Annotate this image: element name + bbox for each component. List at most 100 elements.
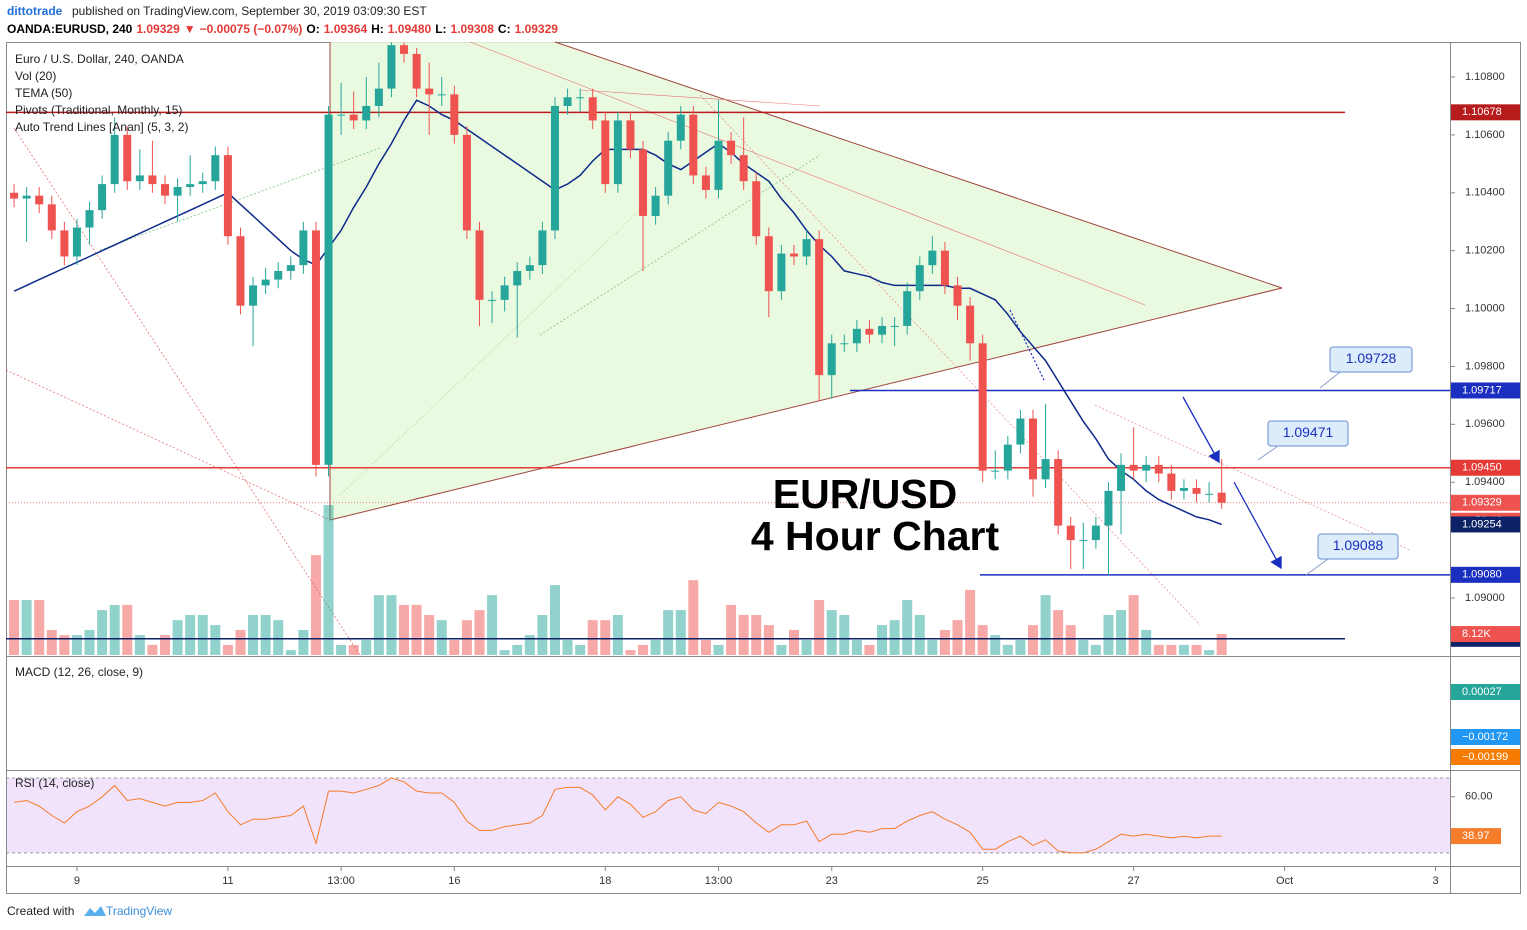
callout-label: 1.09088 <box>1333 537 1384 553</box>
level-tag-label: 1.09080 <box>1462 569 1502 581</box>
candle-body <box>689 114 698 176</box>
candle-body <box>123 134 132 182</box>
macd-title: MACD (12, 26, close, 9) <box>15 665 143 679</box>
trend-line <box>539 154 821 336</box>
level-tag <box>1451 459 1520 476</box>
candle-body <box>852 328 861 344</box>
rsi-tag-label: 38.97 <box>1462 830 1490 842</box>
volume-tag-label: 8.12K <box>1462 628 1491 640</box>
candle-body <box>299 230 308 266</box>
candle-body <box>802 239 811 257</box>
volume-bar <box>461 620 472 655</box>
candle-body <box>513 270 522 286</box>
symbol-part: O: <box>306 22 319 36</box>
candle-body <box>412 53 421 89</box>
candle-body <box>475 230 484 300</box>
candle-body <box>1129 464 1138 471</box>
candle-body <box>249 285 258 306</box>
level-tag <box>1451 104 1520 121</box>
candle-body <box>752 181 761 237</box>
volume-bar <box>310 555 321 655</box>
callout-pointer <box>1305 558 1329 576</box>
volume-bar <box>9 600 20 655</box>
level-tag <box>1451 382 1520 399</box>
candle-body <box>563 97 572 106</box>
x-tick-label: 9 <box>74 875 80 887</box>
candle-body <box>286 265 295 271</box>
candle-body <box>1179 488 1188 491</box>
volume-bar <box>537 615 548 655</box>
candle-body <box>664 140 673 196</box>
candle-body <box>186 184 195 188</box>
level-tag-label: 1.09450 <box>1462 462 1502 474</box>
volume-bar <box>700 640 711 655</box>
trend-line <box>579 89 821 107</box>
trend-line <box>13 127 361 656</box>
candle-body <box>840 343 849 345</box>
candle-body <box>739 155 748 182</box>
candle-body <box>727 140 736 156</box>
triangle-edge <box>329 287 1283 521</box>
x-tick-label: 16 <box>448 875 460 887</box>
published: published on TradingView.com, September … <box>72 4 427 18</box>
y-tick-label: 1.09600 <box>1465 418 1505 430</box>
volume-bar <box>373 595 384 655</box>
candle-body <box>387 45 396 89</box>
volume-bar <box>600 620 611 655</box>
legend-item: TEMA (50) <box>15 86 72 100</box>
candle-body <box>135 175 144 182</box>
volume-bar <box>285 650 296 655</box>
candle-body <box>588 97 597 121</box>
volume-bar <box>1166 644 1177 655</box>
volume-bar <box>109 604 120 655</box>
symbol-part: 1.09308 <box>451 22 495 36</box>
volume-bar <box>524 635 535 655</box>
volume-bar <box>826 610 837 655</box>
volume-bar <box>222 644 233 655</box>
candle-body <box>827 343 836 376</box>
volume-bar <box>977 625 988 655</box>
candle-body <box>60 230 69 257</box>
candle-body <box>425 88 434 95</box>
candle-body <box>85 210 94 228</box>
candle-body <box>601 120 610 185</box>
volume-bar <box>512 644 523 655</box>
trend-line <box>1094 404 1411 551</box>
volume-bar <box>638 644 649 655</box>
trend-line <box>1009 309 1046 383</box>
rsi-title: RSI (14, close) <box>15 776 94 790</box>
candle-body <box>198 181 207 185</box>
level-tag <box>1451 566 1520 583</box>
volume-bar <box>1040 595 1051 655</box>
candle-body <box>1054 459 1063 526</box>
volume-bar <box>864 644 875 655</box>
arrow <box>1182 396 1220 464</box>
candle-body <box>1104 490 1113 526</box>
volume-bar <box>46 629 57 655</box>
volume-bar <box>21 600 32 655</box>
volume-bar <box>386 595 397 655</box>
volume-bar <box>399 604 410 655</box>
candle-body <box>261 279 270 286</box>
candle-body <box>538 230 547 266</box>
volume-bar <box>361 640 372 655</box>
callout-label: 1.09728 <box>1346 350 1397 366</box>
candle-body <box>764 236 773 292</box>
macd-tag-label: −0.00172 <box>1462 731 1508 743</box>
symbol-part: ▼ <box>184 22 196 36</box>
arrow <box>1233 481 1282 570</box>
volume-bar <box>839 615 850 655</box>
y-tick-label: 1.10000 <box>1465 302 1505 314</box>
candle-body <box>1217 492 1226 503</box>
candle-body <box>701 175 710 190</box>
candle-body <box>815 239 824 376</box>
legend-item: Vol (20) <box>15 69 56 83</box>
x-tick-label: 13:00 <box>327 875 355 887</box>
volume-bar <box>84 629 95 655</box>
candle-body <box>337 114 346 116</box>
candle-body <box>1117 464 1126 491</box>
candle-body <box>35 195 44 205</box>
macd-tag <box>1451 684 1520 700</box>
volume-bar <box>726 604 737 655</box>
